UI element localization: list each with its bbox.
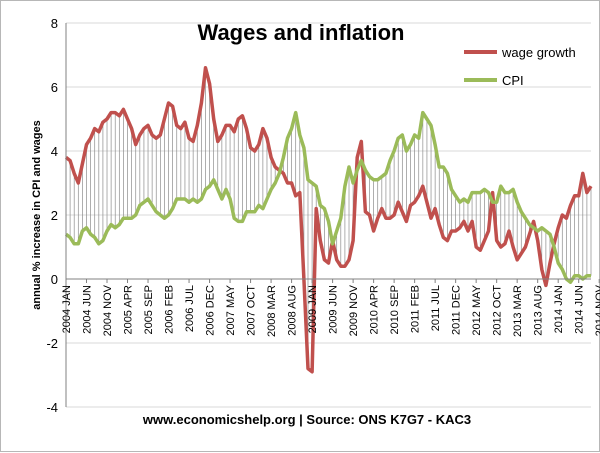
series-line-cpi [64, 110, 591, 284]
x-tick-label: 2010 APR [369, 285, 381, 335]
x-tick-label: 2010 SEP [389, 285, 401, 335]
x-tick-label: 2005 APR [123, 285, 135, 335]
x-tick-label: 2009 NOV [348, 284, 360, 336]
x-tick-label: 2011 DEC [451, 285, 463, 335]
x-tick-label: 2007 MAY [225, 284, 237, 335]
x-tick-label: 2006 JUL [184, 285, 196, 332]
x-tick-label: 2004 JAN [61, 285, 73, 333]
x-tick-label: 2004 NOV [102, 284, 114, 336]
x-tick-label: 2011 JUL [430, 285, 442, 331]
chart-title: Wages and inflation [198, 20, 405, 45]
series-lines [64, 66, 593, 374]
x-tick-label: 2007 OCT [246, 285, 258, 336]
x-tick-label: 2012 OCT [492, 285, 504, 336]
x-tick-label: 2013 MAR [512, 285, 524, 337]
x-tick-label: 2008 AUG [287, 285, 299, 336]
x-tick-label: 2006 FEB [164, 285, 176, 334]
x-tick-label: 2009 JAN [307, 285, 319, 333]
y-tick-label: -2 [46, 336, 58, 351]
x-tick-label: 2011 FEB [410, 285, 422, 333]
x-tick-label: 2009 JUN [328, 285, 340, 334]
x-tick-label: 2014 JUN [574, 285, 586, 334]
y-tick-label: 4 [51, 144, 58, 159]
y-tick-label: 0 [51, 272, 58, 287]
y-tick-label: 6 [51, 80, 58, 95]
y-tick-label: 8 [51, 16, 58, 31]
y-axis-label: annual % increase in CPI and wages [31, 120, 43, 310]
x-tick-label: 2012 MAY [471, 284, 483, 335]
x-tick-label: 2004 JUN [82, 285, 94, 334]
x-tick-label: 2006 DEC [205, 285, 217, 336]
legend-label-cpi: CPI [502, 73, 524, 88]
legend: wage growth CPI [464, 45, 576, 88]
source-note: www.economicshelp.org | Source: ONS K7G7… [142, 412, 471, 427]
legend-label-wage-growth: wage growth [501, 45, 576, 60]
x-tick-label: 2013 AUG [533, 285, 545, 336]
axes [65, 23, 600, 407]
y-tick-label: 2 [51, 208, 58, 223]
y-tick-label: -4 [46, 400, 58, 415]
x-tick-label: 2014 JAN [553, 285, 565, 333]
series-line-wage-growth [64, 66, 593, 374]
x-tick-label: 2014 NOV [594, 284, 600, 336]
x-tick-label: 2005 SEP [143, 285, 155, 335]
tick-labels: 8 6 4 2 0 -2 -4 2004 JAN 2004 JUN 2004 NOV 2005 AP… [46, 16, 600, 415]
x-tick-label: 2008 MAR [266, 285, 278, 337]
